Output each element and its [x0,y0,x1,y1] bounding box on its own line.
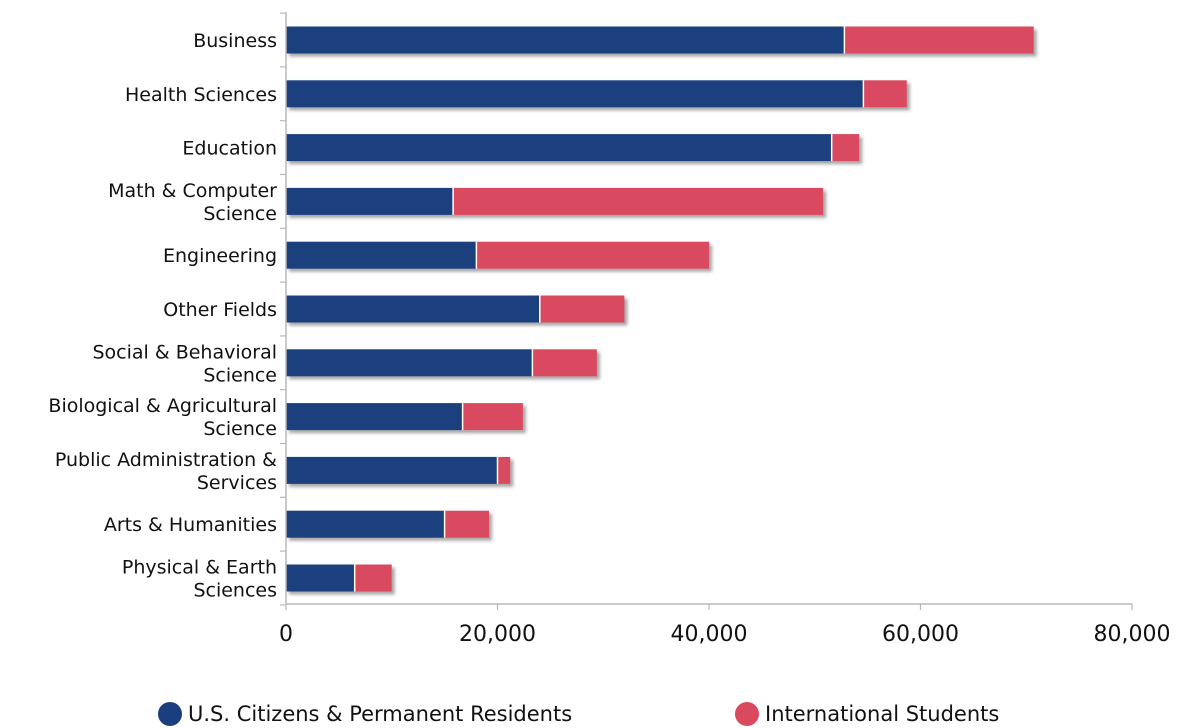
category-label-biological-agricultural-science: Biological & Agricultural Science [48,395,277,440]
category-label-business: Business [193,30,277,52]
bar-us-health-sciences [286,80,864,108]
bar-group-biological-agricultural-science [286,403,523,431]
bar-international-math-computer-science [453,187,824,215]
category-label-arts-humanities: Arts & Humanities [104,514,277,536]
bar-us-math-computer-science [286,187,454,215]
category-label-other-fields: Other Fields [163,299,277,321]
x-tick-label: 0 [279,622,293,647]
bar-group-social-behavioral-science [286,349,597,377]
bar-group-math-computer-science [286,187,824,215]
bar-international-biological-agricultural-science [462,403,523,431]
bar-us-arts-humanities [286,510,445,538]
bar-international-public-administration-services [497,456,511,484]
x-tick-label: 80,000 [1094,622,1171,647]
bar-international-arts-humanities [444,510,489,538]
legend-label-international: International Students [765,702,1000,726]
category-label-physical-earth-sciences: Physical & Earth Sciences [122,557,277,602]
bar-us-education [286,134,832,162]
axes-layer [280,12,1133,610]
legend: U.S. Citizens & Permanent Residents Inte… [0,700,1180,728]
legend-swatch-us [158,702,182,726]
bar-us-other-fields [286,295,540,323]
bar-group-physical-earth-sciences [286,564,392,592]
bar-us-physical-earth-sciences [286,564,355,592]
category-label-math-computer-science: Math & Computer Science [108,180,277,225]
bars-layer [286,26,1034,592]
bar-group-health-sciences [286,80,907,108]
bar-international-other-fields [539,295,625,323]
x-tick-label: 40,000 [671,622,748,647]
bar-international-engineering [476,241,709,269]
bar-international-physical-earth-sciences [354,564,392,592]
bar-international-business [844,26,1034,54]
bar-international-social-behavioral-science [532,349,597,377]
legend-item-us: U.S. Citizens & Permanent Residents [158,702,572,726]
legend-swatch-international [735,702,759,726]
category-label-engineering: Engineering [163,245,277,267]
bar-international-education [831,134,860,162]
bar-group-education [286,134,860,162]
bar-us-engineering [286,241,477,269]
bar-group-other-fields [286,295,625,323]
bar-group-business [286,26,1034,54]
bar-us-public-administration-services [286,456,498,484]
bar-group-engineering [286,241,709,269]
category-label-health-sciences: Health Sciences [125,84,277,106]
bar-group-public-administration-services [286,456,511,484]
bar-group-arts-humanities [286,510,489,538]
category-label-social-behavioral-science: Social & Behavioral Science [92,341,277,386]
bar-us-biological-agricultural-science [286,403,463,431]
stacked-bar-chart: Business Health Sciences Education Math & C… [48,12,1170,647]
category-labels-layer: Business Health Sciences Education Math & C… [48,30,277,602]
tick-labels-layer: 0 20,000 40,000 60,000 80,000 [279,622,1170,647]
legend-label-us: U.S. Citizens & Permanent Residents [188,702,573,726]
legend-item-international: International Students [735,702,999,726]
x-tick-label: 20,000 [459,622,536,647]
category-label-education: Education [182,138,277,160]
x-tick-label: 60,000 [882,622,959,647]
category-label-public-administration-services: Public Administration & Services [55,449,277,494]
bar-international-health-sciences [863,80,907,108]
bar-us-social-behavioral-science [286,349,533,377]
bar-us-business [286,26,845,54]
